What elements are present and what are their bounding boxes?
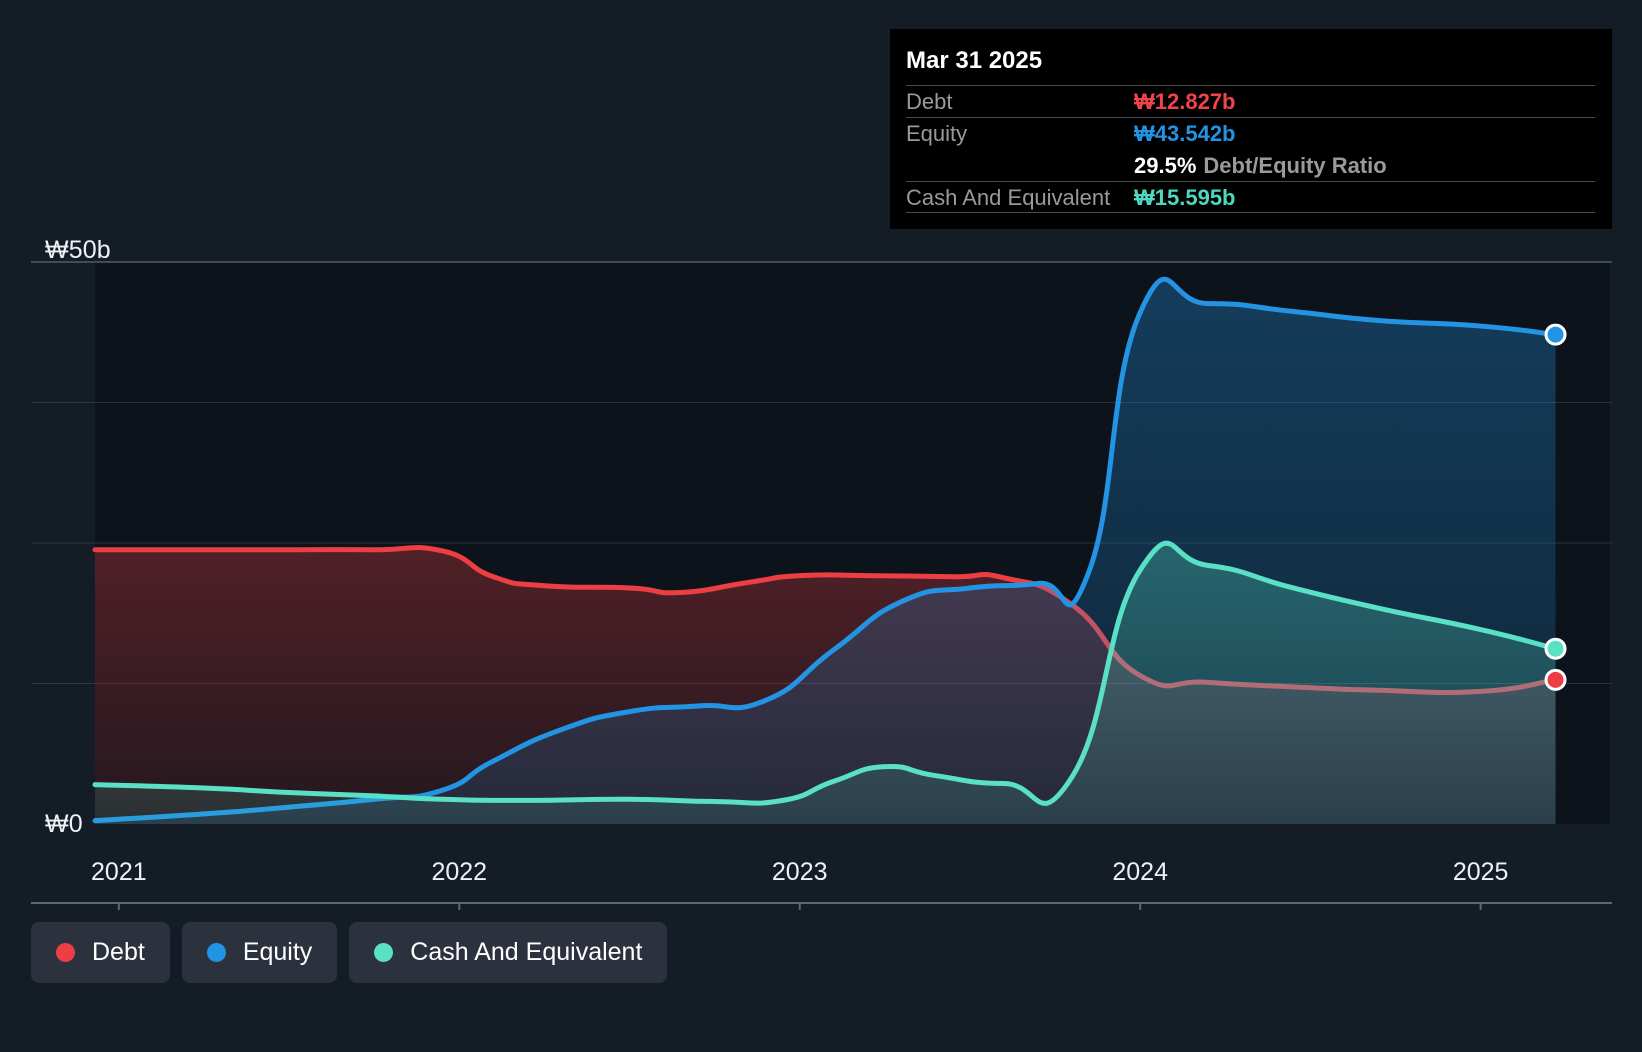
legend-item-equity[interactable]: Equity bbox=[181, 922, 338, 983]
chart-legend: Debt Equity Cash And Equivalent bbox=[31, 922, 668, 983]
series-endpoint-dots bbox=[1544, 323, 1567, 691]
tooltip-date: Mar 31 2025 bbox=[906, 47, 1043, 74]
tooltip-row-equity: Equity ₩43.542b bbox=[906, 117, 1595, 149]
legend-label: Debt bbox=[92, 938, 145, 966]
legend-color-dot-icon bbox=[206, 943, 226, 962]
chart-plot-area: ₩50b ₩0 2021 2022 2023 2024 2025 bbox=[31, 236, 1612, 910]
tooltip-row-ratio: 29.5% Debt/Equity Ratio bbox=[906, 149, 1595, 181]
legend-label: Cash And Equivalent bbox=[410, 938, 643, 966]
tooltip-label-cash: Cash And Equivalent bbox=[906, 184, 1111, 210]
x-axis-label-2022: 2022 bbox=[431, 858, 488, 886]
legend-color-dot-icon bbox=[56, 943, 75, 962]
tooltip-row-debt: Debt ₩12.827b bbox=[906, 85, 1595, 117]
series-line-cash-and-equivalent bbox=[92, 540, 1559, 806]
tooltip-value-ratio: 29.5% bbox=[1134, 152, 1197, 178]
endpoint-dot-cash-and-equivalent bbox=[1544, 637, 1567, 660]
tooltip-label-equity: Equity bbox=[906, 121, 968, 146]
legend-label: Equity bbox=[242, 938, 313, 966]
y-axis-label-zero: ₩0 bbox=[45, 810, 83, 838]
series-area-cash-and-equivalent bbox=[95, 543, 1556, 824]
x-axis-label-2024: 2024 bbox=[1112, 858, 1168, 886]
x-axis-label-2021: 2021 bbox=[91, 858, 147, 886]
x-axis-ticks bbox=[117, 903, 1482, 910]
legend-color-dot-icon bbox=[374, 943, 394, 962]
y-axis-label-max: ₩50b bbox=[45, 236, 111, 264]
x-axis-label-2025: 2025 bbox=[1452, 858, 1509, 886]
legend-item-cash-and-equivalent[interactable]: Cash And Equivalent bbox=[349, 922, 668, 983]
tooltip-label-ratio: Debt/Equity Ratio bbox=[1203, 152, 1387, 178]
series-layer bbox=[92, 276, 1559, 824]
tooltip-value-debt: ₩12.827b bbox=[1134, 89, 1236, 114]
tooltip-value-cash: ₩15.595b bbox=[1134, 184, 1236, 210]
tooltip-row-cash: Cash And Equivalent ₩15.595b bbox=[906, 181, 1595, 213]
chart-svg bbox=[31, 261, 1612, 910]
tooltip-label-debt: Debt bbox=[906, 89, 953, 114]
tooltip-value-equity: ₩43.542b bbox=[1134, 121, 1236, 146]
data-tooltip: Mar 31 2025 Debt ₩12.827b Equity ₩43.542… bbox=[890, 29, 1612, 229]
legend-item-debt[interactable]: Debt bbox=[31, 922, 170, 983]
x-axis-label-2023: 2023 bbox=[771, 858, 828, 886]
endpoint-dot-debt bbox=[1544, 668, 1567, 691]
endpoint-dot-equity bbox=[1544, 323, 1567, 346]
